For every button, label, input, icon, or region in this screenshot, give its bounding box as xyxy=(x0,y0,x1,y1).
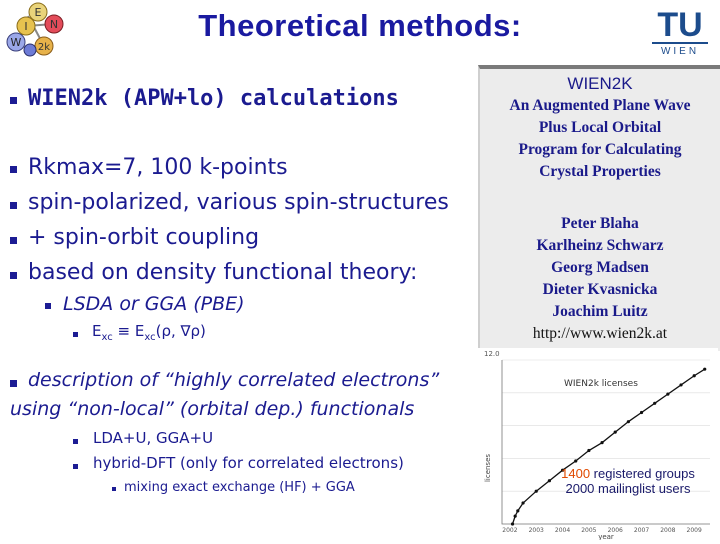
x-tick-label: 2008 xyxy=(660,527,675,534)
x-tick-label: 2005 xyxy=(581,527,596,534)
mailinglist-users: 2000 mailinglist users xyxy=(565,481,691,496)
bullet-lda-u: LDA+U, GGA+U xyxy=(93,429,214,447)
bullet-square xyxy=(10,237,17,244)
license-caption: 1400 registered groups 2000 mailinglist … xyxy=(540,466,716,496)
svg-text:2k: 2k xyxy=(38,42,50,53)
bullet-square xyxy=(73,439,78,444)
svg-text:I: I xyxy=(24,20,27,33)
bullet-lsda-gga: LSDA or GGA (PBE) xyxy=(63,293,245,315)
svg-text:W: W xyxy=(11,36,22,49)
panel-author: Karlheinz Schwarz xyxy=(536,237,664,254)
bullet-square xyxy=(10,380,17,387)
bullet-square xyxy=(73,464,78,469)
chart-axes xyxy=(501,360,710,525)
bullet-dft: based on density functional theory: xyxy=(28,260,418,285)
svg-text:E: E xyxy=(35,6,42,19)
registered-groups-label: registered groups xyxy=(590,466,695,481)
x-tick-label: 2003 xyxy=(529,527,544,534)
bullet-square xyxy=(10,272,17,279)
panel-desc-line: Program for Calculating xyxy=(518,141,682,158)
license-growth-line xyxy=(511,368,706,525)
y-tick-label: 12.0 xyxy=(484,350,500,358)
panel-author: Joachim Luitz xyxy=(552,303,648,320)
bullet-wien2k-calculations: WIEN2k (APW+lo) calculations xyxy=(28,86,399,111)
license-chart-svg: 12.0 WIEN2k licenses licenses year 2002 2… xyxy=(478,348,718,541)
y-axis-label: licenses xyxy=(484,454,492,482)
panel-url-link[interactable]: http://www.wien2k.at xyxy=(532,325,668,342)
exc-formula: Exc ≡ Exc(ρ, ∇ρ) xyxy=(92,322,206,343)
bullet-square xyxy=(10,202,17,209)
bullet-correlated-electrons: description of “highly correlated electr… xyxy=(28,369,440,391)
bullet-square xyxy=(10,97,17,104)
bullet-hybrid-dft: hybrid-DFT (only for correlated electron… xyxy=(93,454,404,472)
tu-wien-logo: TU WIEN xyxy=(648,4,712,57)
x-tick-label: 2002 xyxy=(502,527,517,534)
wien2k-logo: E I N W 2k xyxy=(4,2,66,58)
bullet-spin-orbit: + spin-orbit coupling xyxy=(28,225,260,250)
panel-desc-line: An Augmented Plane Wave xyxy=(509,97,691,114)
bullet-nonlocal-functionals: using “non-local” (orbital dep.) functio… xyxy=(10,398,415,420)
panel-author: Peter Blaha xyxy=(561,215,639,232)
chart-title: WIEN2k licenses xyxy=(564,379,638,389)
bullet-spin-polarized: spin-polarized, various spin-structures xyxy=(28,190,449,215)
x-axis-label: year xyxy=(598,533,614,540)
bullet-rkmax: Rkmax=7, 100 k-points xyxy=(28,155,288,180)
license-chart: 12.0 WIEN2k licenses licenses year 2002 2… xyxy=(478,348,718,541)
panel-desc-line: Plus Local Orbital xyxy=(538,119,662,136)
x-tick-label: 2006 xyxy=(608,527,623,534)
x-tick-label: 2007 xyxy=(634,527,649,534)
panel-desc-line: Crystal Properties xyxy=(539,163,661,180)
bullet-square xyxy=(45,303,51,309)
bullet-square xyxy=(112,487,116,491)
bullet-mixing-exchange: mixing exact exchange (HF) + GGA xyxy=(124,480,355,495)
panel-author: Dieter Kvasnicka xyxy=(542,281,658,298)
panel-title: WIEN2K xyxy=(567,74,633,93)
x-tick-label: 2004 xyxy=(555,527,570,534)
bullet-square xyxy=(73,332,78,337)
registered-groups-count: 1400 xyxy=(561,466,591,481)
wien2k-info-panel: WIEN2K An Augmented Plane Wave Plus Loca… xyxy=(478,65,720,351)
svg-text:N: N xyxy=(50,18,58,31)
svg-text:WIEN: WIEN xyxy=(661,46,699,56)
panel-author: Georg Madsen xyxy=(551,259,649,276)
x-tick-label: 2009 xyxy=(687,527,702,534)
bullet-square xyxy=(10,166,17,173)
page-title: Theoretical methods: xyxy=(198,8,522,43)
svg-text:TU: TU xyxy=(657,6,702,44)
